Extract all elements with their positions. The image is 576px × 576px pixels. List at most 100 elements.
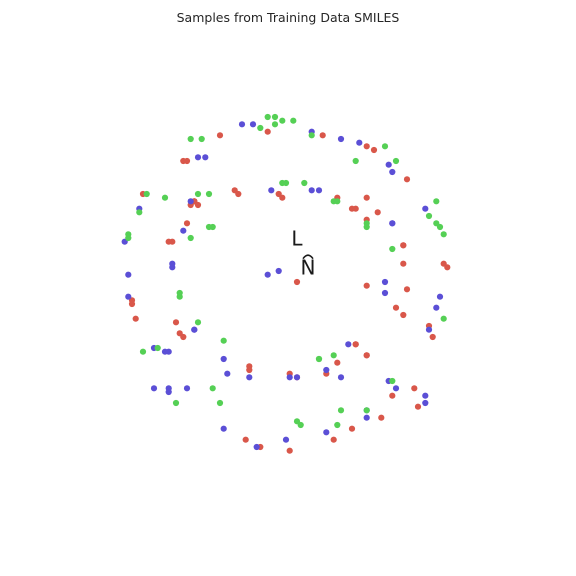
point-s1-20 [286,447,293,454]
point-s1-25 [183,157,191,165]
point-s2-31 [253,443,260,451]
point-s1-63 [363,352,370,359]
point-s3-37 [282,179,290,187]
point-s3-20 [440,231,447,238]
point-s1-17 [414,403,422,410]
point-s2-1 [264,271,271,278]
point-s3-27 [389,377,396,385]
point-s2-8 [194,154,202,161]
point-s2-16 [125,293,132,300]
point-s2-10 [385,161,392,168]
point-s1-55 [194,201,202,209]
point-s3-9 [198,135,205,143]
point-s1-28 [363,194,370,201]
point-s3-24 [139,348,147,355]
point-s3-49 [220,337,227,344]
point-s3-14 [136,209,143,216]
point-s2-48 [169,260,176,267]
point-s3-34 [363,407,370,414]
point-s1-15 [429,333,436,341]
point-s3-10 [381,143,389,150]
point-s3-11 [392,157,400,165]
point-s2-42 [246,374,253,381]
point-s3-16 [433,198,440,205]
point-s3-33 [337,407,345,414]
point-s1-2 [216,132,224,139]
point-s3-4 [264,113,271,121]
point-s2-52 [315,187,323,194]
point-s3-32 [334,421,341,429]
point-s3-7 [308,132,315,139]
point-s3-54 [194,190,202,198]
point-s2-15 [125,271,132,278]
point-s3-13 [161,194,169,201]
point-s3-15 [143,190,150,198]
point-s2-26 [150,385,158,392]
point-s1-57 [246,366,253,374]
point-s3-41 [363,220,370,227]
annotations-layer: LN [291,226,315,279]
point-s1-9 [411,385,418,392]
point-s1-7 [403,176,411,183]
point-s3-23 [440,315,447,322]
point-s2-2 [275,267,282,275]
point-s1-39 [279,194,286,201]
point-s1-13 [128,300,136,308]
point-s3-52 [330,352,337,359]
point-s3-2 [271,121,279,128]
point-s3-28 [209,385,216,392]
point-s3-48 [194,319,202,326]
point-s3-6 [290,117,297,124]
point-s2-33 [323,429,330,436]
point-s3-53 [205,190,213,198]
point-s1-64 [389,392,396,399]
point-s2-3 [238,121,246,128]
point-s3-22 [125,234,132,242]
point-s2-51 [308,187,315,194]
point-s2-23 [422,399,429,407]
point-s3-35 [301,179,308,187]
point-s3-47 [176,289,183,297]
point-s2-28 [165,385,172,392]
point-s2-32 [282,436,290,443]
point-s2-49 [180,227,187,234]
point-s3-8 [187,135,194,143]
point-s1-44 [403,286,411,293]
point-s2-7 [356,139,363,146]
point-s2-29 [183,385,191,392]
points-layer [121,113,451,454]
point-s2-44 [220,355,227,363]
point-s3-29 [216,399,224,407]
point-s1-23 [378,414,385,421]
point-s2-55 [381,278,389,286]
point-s2-30 [220,425,227,432]
point-s2-17 [436,293,444,300]
point-s3-1 [257,124,264,132]
point-s1-29 [374,209,381,216]
point-s2-57 [187,198,194,205]
point-s3-51 [315,355,323,363]
point-s2-34 [363,414,370,421]
point-s2-24 [422,392,429,399]
point-s2-40 [293,374,301,381]
point-s3-31 [297,421,304,429]
chart-title: Samples from Training Data SMILES [177,10,400,25]
point-s1-42 [352,205,359,212]
point-s2-25 [392,385,400,392]
point-s2-19 [425,326,433,333]
point-s1-61 [334,359,341,366]
point-s1-26 [183,220,191,227]
point-s2-11 [389,168,396,176]
point-s3-25 [154,344,161,352]
point-s2-38 [337,374,345,381]
point-s2-6 [337,135,345,143]
point-s1-33 [363,282,370,289]
point-s1-50 [352,341,359,348]
point-s1-46 [172,319,180,326]
point-s1-22 [348,425,356,432]
point-s1-5 [363,143,370,150]
point-s2-39 [323,366,330,374]
point-s1-3 [264,128,271,135]
point-s3-12 [352,157,359,165]
